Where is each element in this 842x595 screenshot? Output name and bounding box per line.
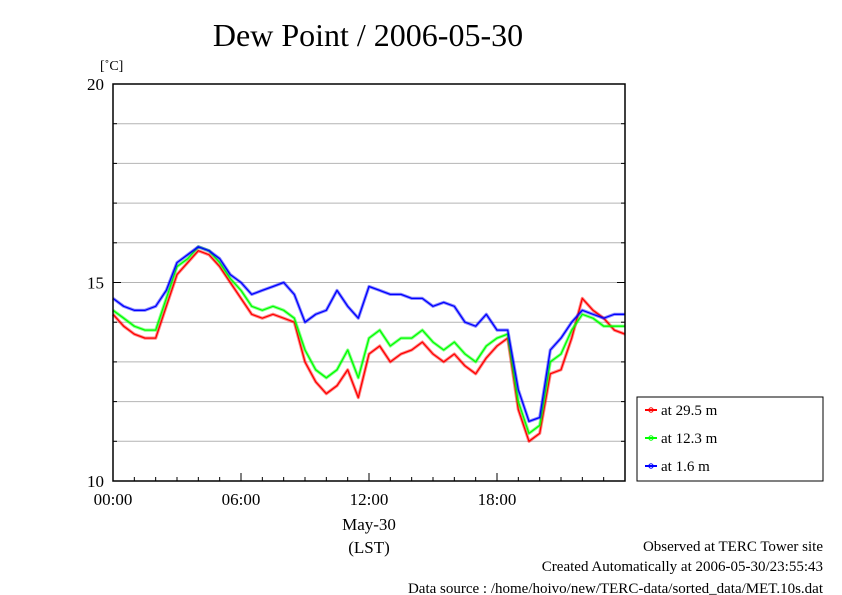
x-axis-sublabel: (LST): [348, 538, 390, 557]
y-tick-label: 15: [87, 274, 104, 293]
x-axis-label: May-30: [342, 515, 396, 534]
series-lines: [111, 245, 626, 443]
y-unit-label: [˚C]: [100, 59, 123, 74]
x-tick-label: 12:00: [350, 490, 389, 509]
legend-label-2: at 12.3 m: [661, 431, 718, 447]
series-band-1: [111, 249, 626, 443]
series-line-2: [112, 246, 625, 435]
x-tick-label: 18:00: [478, 490, 517, 509]
grid-lines: [113, 123, 625, 442]
legend-label-1: at 29.5 m: [661, 403, 718, 419]
legend-label-3: at 1.6 m: [661, 459, 710, 475]
footer-created: Created Automatically at 2006-05-30/23:5…: [542, 559, 823, 575]
legend-box: [636, 396, 824, 482]
footer-source: Data source : /home/hoivo/new/TERC-data/…: [408, 581, 824, 595]
series-band-3: [112, 245, 625, 423]
legend-marker-3: [648, 463, 654, 469]
series-line-1: [112, 250, 626, 442]
x-tick-label: 00:00: [94, 490, 133, 509]
series-line-3: [112, 246, 625, 423]
legend-marker-1: [648, 407, 654, 413]
y-tick-label: 10: [87, 472, 104, 491]
chart-title: Dew Point / 2006-05-30: [213, 17, 523, 53]
footer-site: Observed at TERC Tower site: [643, 539, 823, 555]
x-tick-label: 06:00: [222, 490, 261, 509]
legend: at 29.5 m at 12.3 m at 1.6 m: [636, 396, 824, 482]
y-tick-label: 20: [87, 75, 104, 94]
axis-ticks: 00:00 06:00 12:00 18:00 10 15 20: [87, 75, 625, 509]
legend-marker-2: [648, 435, 654, 441]
